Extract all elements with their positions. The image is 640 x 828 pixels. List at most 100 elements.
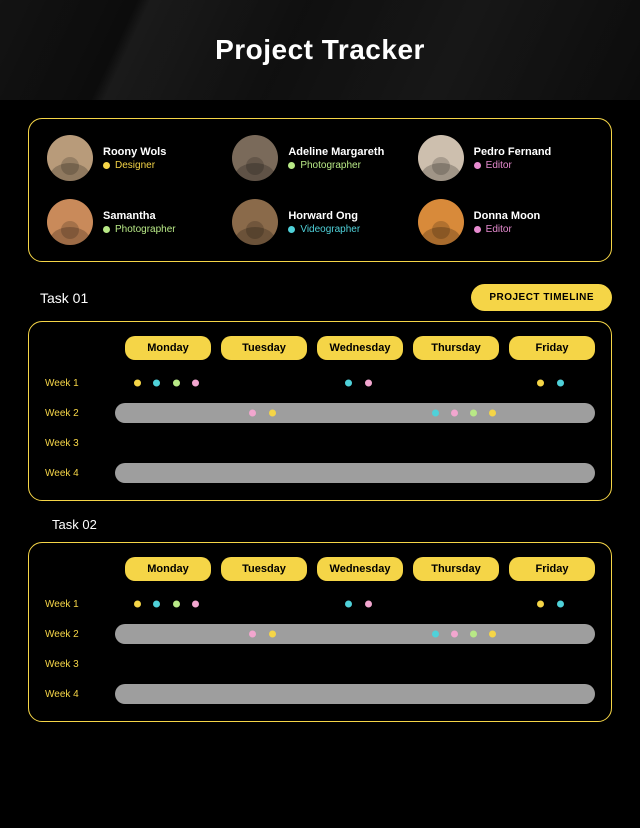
member-name: Adeline Margareth (288, 146, 384, 158)
member-role: Photographer (103, 224, 176, 235)
week-row: Week 4 (45, 681, 595, 707)
day-pill: Wednesday (317, 336, 403, 360)
member-role: Videographer (288, 224, 360, 235)
assignment-dot-icon (489, 410, 496, 417)
day-pill: Thursday (413, 336, 499, 360)
assignment-dot-icon (249, 631, 256, 638)
task-title: Task 01 (40, 290, 88, 306)
task-panel: MondayTuesdayWednesdayThursdayFridayWeek… (28, 542, 612, 722)
assignment-dot-icon (557, 380, 564, 387)
timeline-track (115, 373, 595, 393)
member-name: Pedro Fernand (474, 146, 552, 158)
project-timeline-button[interactable]: PROJECT TIMELINE (471, 284, 612, 311)
member-name: Donna Moon (474, 210, 541, 222)
team-member: Donna Moon Editor (418, 199, 593, 245)
role-label: Editor (486, 224, 512, 235)
assignment-dot-icon (173, 380, 180, 387)
assignment-dot-icon (432, 631, 439, 638)
assignment-dot-icon (365, 380, 372, 387)
hero-banner: Project Tracker (0, 0, 640, 100)
day-pill: Tuesday (221, 557, 307, 581)
team-member: Pedro Fernand Editor (418, 135, 593, 181)
team-member: Horward Ong Videographer (232, 199, 407, 245)
role-label: Photographer (300, 160, 361, 171)
role-dot-icon (103, 162, 110, 169)
role-dot-icon (288, 162, 295, 169)
assignment-dot-icon (192, 601, 199, 608)
avatar (47, 135, 93, 181)
role-dot-icon (288, 226, 295, 233)
day-pill: Friday (509, 557, 595, 581)
assignment-dot-icon (489, 631, 496, 638)
assignment-dot-icon (557, 601, 564, 608)
member-name: Roony Wols (103, 146, 166, 158)
day-pill: Tuesday (221, 336, 307, 360)
week-label: Week 2 (45, 629, 115, 640)
day-header-row: MondayTuesdayWednesdayThursdayFriday (45, 557, 595, 581)
assignment-dot-icon (173, 601, 180, 608)
team-member: Adeline Margareth Photographer (232, 135, 407, 181)
role-dot-icon (103, 226, 110, 233)
week-row: Week 1 (45, 591, 595, 617)
avatar (232, 199, 278, 245)
timeline-track (115, 624, 595, 644)
assignment-dot-icon (153, 380, 160, 387)
avatar (418, 135, 464, 181)
assignment-dot-icon (451, 631, 458, 638)
week-label: Week 3 (45, 438, 115, 449)
timeline-track (115, 433, 595, 453)
timeline-track (115, 403, 595, 423)
assignment-dot-icon (134, 601, 141, 608)
day-pill: Friday (509, 336, 595, 360)
assignment-dot-icon (537, 380, 544, 387)
assignment-dot-icon (153, 601, 160, 608)
timeline-track (115, 463, 595, 483)
member-role: Photographer (288, 160, 384, 171)
role-label: Photographer (115, 224, 176, 235)
assignment-dot-icon (345, 380, 352, 387)
task-panel: Monday Tuesday Wednesday Thursday Friday Week… (28, 321, 612, 501)
role-label: Videographer (300, 224, 360, 235)
day-header-row: Monday Tuesday Wednesday Thursday Friday (45, 336, 595, 360)
assignment-dot-icon (537, 601, 544, 608)
assignment-dot-icon (192, 380, 199, 387)
avatar (232, 135, 278, 181)
role-label: Editor (486, 160, 512, 171)
timeline-track (115, 594, 595, 614)
member-name: Samantha (103, 210, 176, 222)
member-role: Editor (474, 160, 552, 171)
assignment-dot-icon (345, 601, 352, 608)
day-pill: Thursday (413, 557, 499, 581)
week-label: Week 3 (45, 659, 115, 670)
assignment-dot-icon (451, 410, 458, 417)
day-pill: Wednesday (317, 557, 403, 581)
member-role: Designer (103, 160, 166, 171)
assignment-dot-icon (470, 631, 477, 638)
timeline-track (115, 684, 595, 704)
avatar (47, 199, 93, 245)
week-label: Week 1 (45, 378, 115, 389)
week-row: Week 2 (45, 621, 595, 647)
week-row: Week 4 (45, 460, 595, 486)
avatar (418, 199, 464, 245)
member-role: Editor (474, 224, 541, 235)
week-label: Week 4 (45, 689, 115, 700)
week-row: Week 1 (45, 370, 595, 396)
week-row: Week 2 (45, 400, 595, 426)
team-member: Roony Wols Designer (47, 135, 222, 181)
assignment-dot-icon (134, 380, 141, 387)
assignment-dot-icon (269, 410, 276, 417)
assignment-dot-icon (470, 410, 477, 417)
week-label: Week 2 (45, 408, 115, 419)
assignment-dot-icon (269, 631, 276, 638)
page-title: Project Tracker (215, 34, 425, 66)
task-title: Task 02 (52, 517, 640, 532)
team-member: Samantha Photographer (47, 199, 222, 245)
role-label: Designer (115, 160, 155, 171)
team-panel: Roony Wols Designer Adeline Margareth Ph… (28, 118, 612, 262)
assignment-dot-icon (365, 601, 372, 608)
week-label: Week 4 (45, 468, 115, 479)
day-pill: Monday (125, 336, 211, 360)
member-name: Horward Ong (288, 210, 360, 222)
timeline-track (115, 654, 595, 674)
